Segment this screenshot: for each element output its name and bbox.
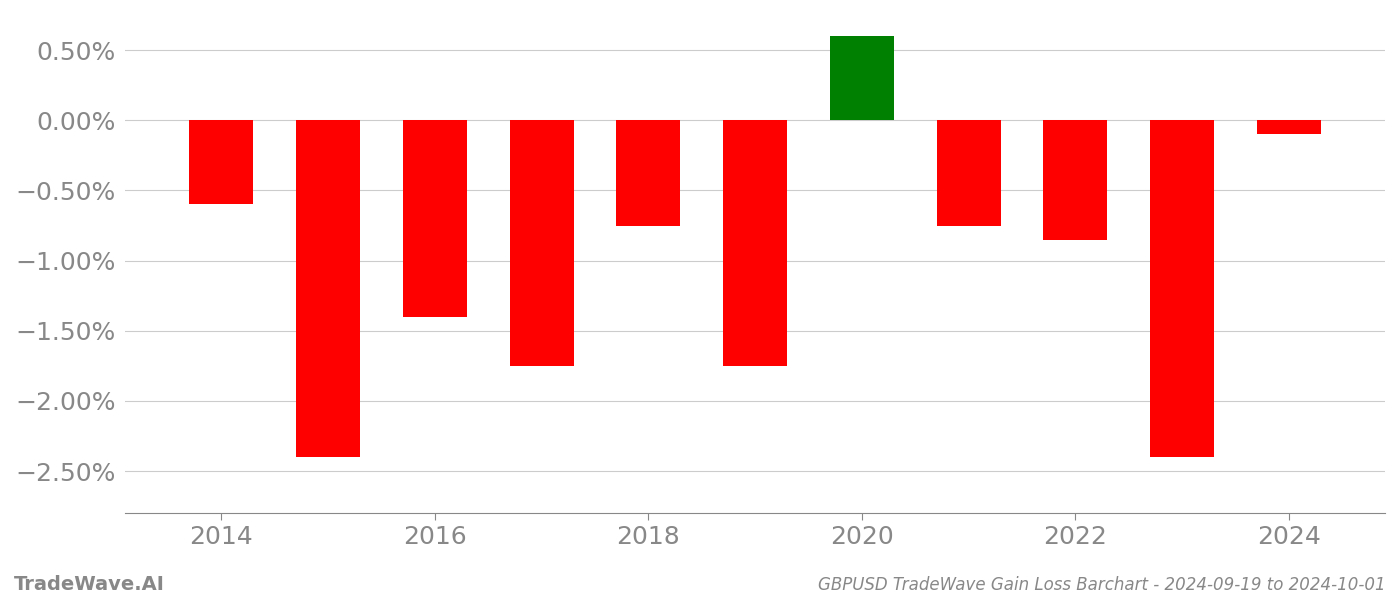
Bar	[189, 120, 253, 205]
Bar	[722, 120, 787, 366]
Text: GBPUSD TradeWave Gain Loss Barchart - 2024-09-19 to 2024-10-01: GBPUSD TradeWave Gain Loss Barchart - 20…	[819, 576, 1386, 594]
Bar	[403, 120, 466, 317]
Bar	[937, 120, 1001, 226]
Bar	[616, 120, 680, 226]
Bar	[510, 120, 574, 366]
Bar	[1043, 120, 1107, 239]
Bar	[1151, 120, 1214, 457]
Bar	[295, 120, 360, 457]
Text: TradeWave.AI: TradeWave.AI	[14, 575, 165, 594]
Bar	[1257, 120, 1322, 134]
Bar	[830, 36, 895, 120]
